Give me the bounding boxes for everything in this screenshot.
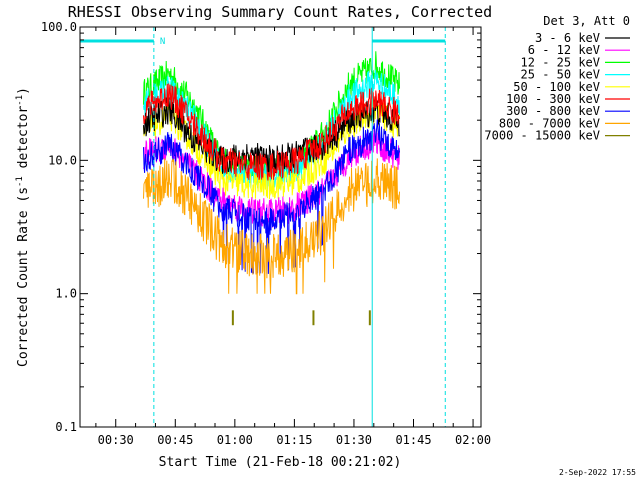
x-tick-label: 00:30 [98,433,134,447]
legend-item-label: 100 - 300 keV [506,92,600,106]
x-axis-label: Start Time (21-Feb-18 00:21:02) [159,455,402,470]
y-axis-label-sup1: -1 [15,176,25,187]
legend-item-label: 7000 - 15000 keV [484,129,600,143]
y-axis-label: Corrected Count Rate (s-1 detector-1) [15,87,31,367]
x-tick-label: 01:45 [395,433,431,447]
y-axis-label-main: Corrected Count Rate (s [16,187,31,367]
legend-item-label: 12 - 25 keV [521,55,600,69]
legend-item-label: 300 - 800 keV [506,104,600,118]
x-tick-label: 01:00 [217,433,253,447]
series-line [143,119,400,274]
legend-header: Det 3, Att 0 [543,14,630,28]
plot-frame [79,26,482,428]
y-axis: 0.1 1.0 10.0 100.0 [41,20,481,434]
legend-item-label: 50 - 100 keV [513,80,600,94]
x-axis: 00:30 00:45 01:00 01:15 01:30 01:45 02:00 [95,27,491,447]
x-tick-label: 00:45 [157,433,193,447]
y-axis-label-sup2: -1 [15,95,25,106]
plot-area: N [79,27,446,427]
footer-timestamp: 2-Sep-2022 17:55 [559,468,636,477]
legend-item-label: 3 - 6 keV [535,31,600,45]
series-line [143,128,400,228]
x-tick-label: 02:00 [455,433,491,447]
series-line [143,158,400,295]
legend-item-label: 6 - 12 keV [528,43,600,57]
x-tick-label: 01:15 [276,433,312,447]
night-marker-label: N [160,37,165,47]
x-tick-label: 01:30 [336,433,372,447]
chart-title: RHESSI Observing Summary Count Rates, Co… [68,3,492,21]
y-tick-label: 10.0 [48,153,77,167]
y-tick-label: 100.0 [41,20,77,34]
legend-item-label: 800 - 7000 keV [499,116,600,130]
y-tick-label: 0.1 [55,420,77,434]
y-axis-label-mid: detector [16,106,31,177]
y-tick-label: 1.0 [55,287,77,301]
y-axis-label-end: ) [16,87,31,95]
series-line [143,82,400,181]
legend-item-label: 25 - 50 keV [521,68,600,82]
